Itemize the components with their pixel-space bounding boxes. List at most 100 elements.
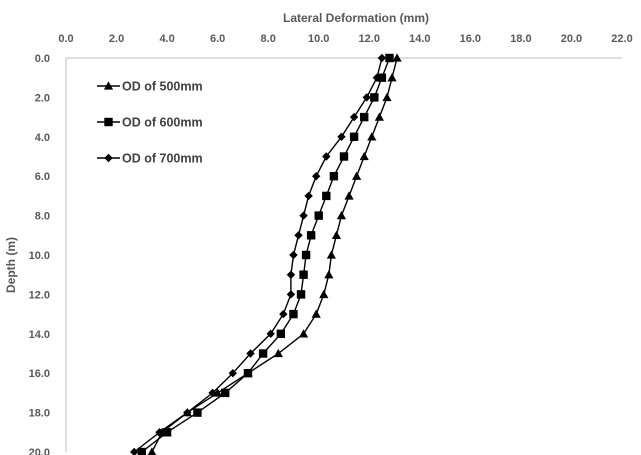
- y-tick-label: 12.0: [29, 289, 50, 301]
- x-tick-label: 0.0: [58, 33, 73, 45]
- data-point: [326, 250, 336, 259]
- data-point: [322, 191, 331, 201]
- x-tick-label: 16.0: [460, 33, 481, 45]
- data-point: [304, 191, 313, 201]
- data-point: [279, 309, 288, 319]
- legend-marker: [103, 81, 114, 90]
- x-tick-label: 22.0: [611, 33, 632, 45]
- x-tick-labels: 0.0 2.0 4.0 6.0 8.0 10.0 12.0 14.0 16.0 18.0 20.0 2…: [58, 33, 632, 45]
- y-tick-label: 14.0: [29, 329, 50, 341]
- data-point: [137, 447, 147, 455]
- y-tick-labels: 0.0 2.0 4.0 6.0 8.0 10.0 12.0 14.0 16.0 18.0 20.0: [29, 53, 50, 455]
- data-point: [314, 211, 323, 220]
- data-point: [296, 290, 306, 299]
- data-point: [289, 309, 298, 319]
- data-point: [385, 53, 394, 63]
- data-point: [336, 211, 347, 220]
- data-point: [130, 447, 139, 455]
- data-point: [273, 348, 283, 358]
- data-point: [367, 132, 377, 141]
- y-tick-label: 20.0: [29, 447, 50, 455]
- legend-label: OD of 700mm: [122, 152, 203, 166]
- data-point: [349, 112, 359, 122]
- y-tick-label: 18.0: [29, 408, 50, 420]
- data-point: [294, 231, 303, 240]
- data-point: [377, 73, 387, 82]
- legend-item: OD of 600mm: [97, 116, 203, 130]
- data-point: [311, 309, 321, 318]
- y-tick-label: 10.0: [29, 250, 50, 262]
- data-point: [344, 191, 354, 200]
- data-point: [360, 112, 369, 122]
- x-tick-label: 4.0: [159, 33, 174, 45]
- y-tick-label: 16.0: [29, 368, 50, 380]
- y-tick-label: 8.0: [35, 211, 50, 223]
- data-point: [301, 250, 311, 260]
- y-tick-label: 4.0: [35, 132, 50, 144]
- data-point: [299, 270, 308, 279]
- series-square: [137, 53, 394, 455]
- data-point: [349, 132, 359, 141]
- y-axis-title: Depth (m): [4, 237, 18, 293]
- legend-marker: [104, 153, 113, 163]
- legend: OD of 500mm OD of 600mm OD of 700mm: [97, 80, 203, 166]
- series-diamond: [130, 53, 387, 455]
- data-point: [162, 428, 172, 437]
- x-tick-label: 20.0: [561, 33, 582, 45]
- data-point: [312, 172, 321, 181]
- data-point: [299, 211, 308, 220]
- y-tick-label: 0.0: [35, 53, 50, 65]
- data-point: [276, 329, 286, 338]
- data-point: [193, 408, 202, 417]
- data-point: [258, 349, 268, 358]
- data-point: [221, 388, 230, 398]
- legend-label: OD of 500mm: [122, 80, 203, 94]
- data-point: [324, 270, 334, 279]
- data-point: [331, 230, 342, 239]
- data-point: [246, 349, 255, 358]
- data-point: [243, 369, 253, 378]
- data-point: [286, 270, 296, 279]
- data-point: [266, 329, 275, 338]
- data-point: [374, 112, 384, 121]
- data-point: [339, 152, 349, 161]
- data-point: [155, 428, 164, 437]
- data-point: [362, 93, 371, 102]
- data-point: [228, 369, 237, 378]
- data-point: [382, 92, 392, 102]
- legend-item: OD of 700mm: [97, 152, 203, 166]
- data-point: [322, 152, 331, 161]
- data-point: [286, 290, 296, 299]
- data-point: [319, 289, 329, 299]
- data-point: [289, 250, 298, 260]
- data-point: [337, 132, 346, 141]
- legend-marker: [104, 117, 113, 127]
- data-point: [352, 171, 362, 180]
- x-tick-label: 18.0: [510, 33, 531, 45]
- data-point: [392, 53, 402, 62]
- data-point: [213, 388, 223, 397]
- x-tick-label: 8.0: [261, 33, 276, 45]
- data-point: [370, 93, 379, 102]
- data-point: [183, 408, 192, 417]
- data-point: [372, 73, 382, 82]
- data-point: [298, 329, 309, 338]
- y-tick-label: 2.0: [35, 92, 50, 104]
- data-point: [377, 53, 387, 63]
- x-tick-label: 2.0: [109, 33, 124, 45]
- data-point: [359, 151, 369, 161]
- x-tick-label: 14.0: [409, 33, 430, 45]
- series-layer: [130, 53, 402, 455]
- legend-item: OD of 500mm: [97, 80, 203, 94]
- y-tick-label: 6.0: [35, 171, 50, 183]
- x-tick-label: 12.0: [359, 33, 380, 45]
- data-point: [306, 231, 316, 240]
- data-point: [208, 388, 217, 398]
- x-tick-label: 6.0: [210, 33, 225, 45]
- x-tick-label: 10.0: [308, 33, 329, 45]
- axes: [65, 57, 622, 452]
- legend-label: OD of 600mm: [122, 116, 203, 130]
- data-point: [329, 172, 339, 181]
- data-point: [387, 73, 397, 82]
